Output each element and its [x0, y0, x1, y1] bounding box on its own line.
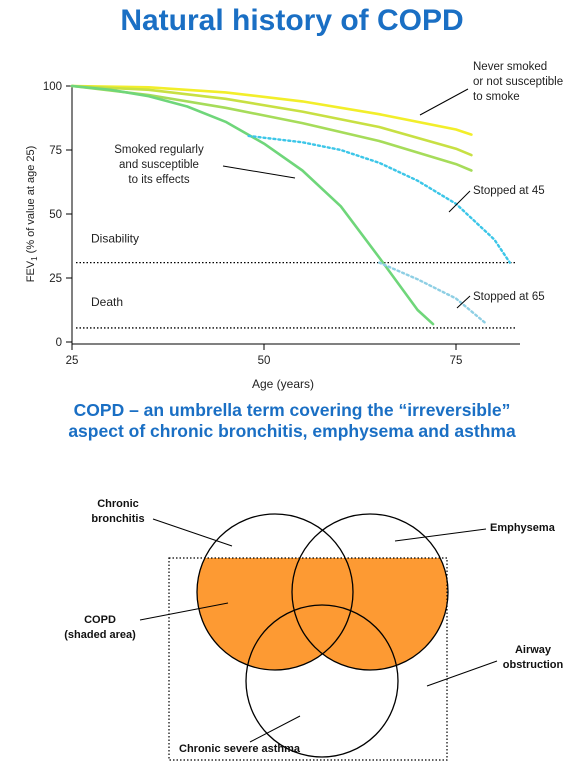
x-tick-label-75: 75 [450, 355, 463, 367]
venn-subtitle-line-2: aspect of chronic bronchitis, emphysema … [68, 421, 516, 441]
threshold-label-disability: Disability [91, 232, 139, 246]
leader-chronic-severe-asthma [249, 715, 301, 743]
x-axis-label: Age (years) [252, 377, 314, 391]
x-axis-ticks: 25 50 75 [66, 344, 463, 367]
label-airway-obstruction: Airway obstruction [503, 644, 564, 671]
annotation-never-smoked-line-3: to smoke [473, 91, 520, 103]
annotation-smoked-leader [222, 165, 296, 179]
y-axis-label-rest: (% of value at age 25) [25, 146, 37, 257]
y-axis-label: FEV1 (% of value at age 25) [25, 146, 39, 283]
annotation-smoked-susceptible: Smoked regularly and susceptible to its ef… [114, 144, 296, 186]
label-chronic-bronchitis-line-2: bronchitis [91, 513, 144, 525]
annotation-never-smoked-leader [419, 88, 469, 116]
annotation-never-smoked-line-2: or not susceptible [473, 76, 563, 88]
threshold-lines: Disability Death [76, 232, 517, 329]
annotation-stopped-65: Stopped at 65 [456, 291, 545, 309]
label-chronic-severe-asthma: Chronic severe asthma [179, 743, 301, 755]
emphysema-circle [291, 513, 449, 671]
annotation-stopped-45: Stopped at 45 [448, 185, 545, 213]
annotation-smoked-line-3: to its effects [128, 174, 189, 186]
label-chronic-bronchitis-line-1: Chronic [97, 498, 139, 510]
series-line-4 [70, 84, 435, 326]
x-tick-label-50: 50 [258, 355, 271, 367]
annotation-never-smoked: Never smoked or not susceptible to smoke [419, 61, 563, 116]
label-copd-line-1: COPD [84, 614, 116, 626]
leader-copd [139, 602, 229, 621]
series-line-2 [70, 84, 473, 157]
copd-shaded-area [197, 558, 447, 670]
threshold-label-death: Death [91, 295, 123, 309]
series-line-5 [247, 134, 511, 264]
label-airway-obstruction-line-1: Airway [515, 644, 552, 656]
y-tick-label-100: 100 [43, 81, 62, 93]
chronic-severe-asthma-circle [245, 604, 399, 758]
y-tick-label-50: 50 [49, 209, 62, 221]
label-copd: COPD (shaded area) [64, 614, 136, 641]
y-tick-label-0: 0 [56, 337, 62, 349]
series-line-1 [70, 84, 473, 136]
fev1-line-chart: 0 25 50 75 100 25 50 75 Disability Death Age (y… [25, 61, 563, 391]
y-tick-label-75: 75 [49, 145, 62, 157]
series-line-6 [378, 261, 488, 326]
y-axis-ticks: 0 25 50 75 100 [43, 81, 72, 349]
annotation-smoked-line-1: Smoked regularly [114, 144, 204, 156]
annotation-stopped-45-leader [448, 190, 471, 213]
leader-airway-obstruction [426, 660, 498, 687]
y-axis-label-main: FEV [25, 260, 37, 282]
airway-obstruction-box [168, 557, 448, 761]
x-tick-label-25: 25 [66, 355, 79, 367]
series-lines [70, 84, 511, 326]
annotation-never-smoked-line-1: Never smoked [473, 61, 547, 73]
y-axis-label-subscript: 1 [30, 256, 39, 261]
annotation-stopped-45-text: Stopped at 45 [473, 185, 545, 197]
venn-subtitle: COPD – an umbrella term covering the “ir… [0, 400, 584, 442]
label-airway-obstruction-line-2: obstruction [503, 659, 564, 671]
label-chronic-bronchitis: Chronic bronchitis [91, 498, 144, 525]
venn-subtitle-line-1: COPD – an umbrella term covering the “ir… [73, 400, 511, 420]
label-copd-line-2: (shaded area) [64, 629, 136, 641]
leader-chronic-bronchitis [152, 518, 233, 547]
chronic-bronchitis-circle [196, 513, 354, 671]
leader-emphysema [394, 528, 487, 542]
y-tick-label-25: 25 [49, 273, 62, 285]
copd-shade-full [197, 558, 447, 670]
label-emphysema: Emphysema [490, 522, 556, 534]
annotation-smoked-line-2: and susceptible [119, 159, 199, 171]
annotation-stopped-65-text: Stopped at 65 [473, 291, 545, 303]
page-title: Natural history of COPD [120, 4, 464, 37]
annotation-stopped-65-leader [456, 295, 471, 309]
